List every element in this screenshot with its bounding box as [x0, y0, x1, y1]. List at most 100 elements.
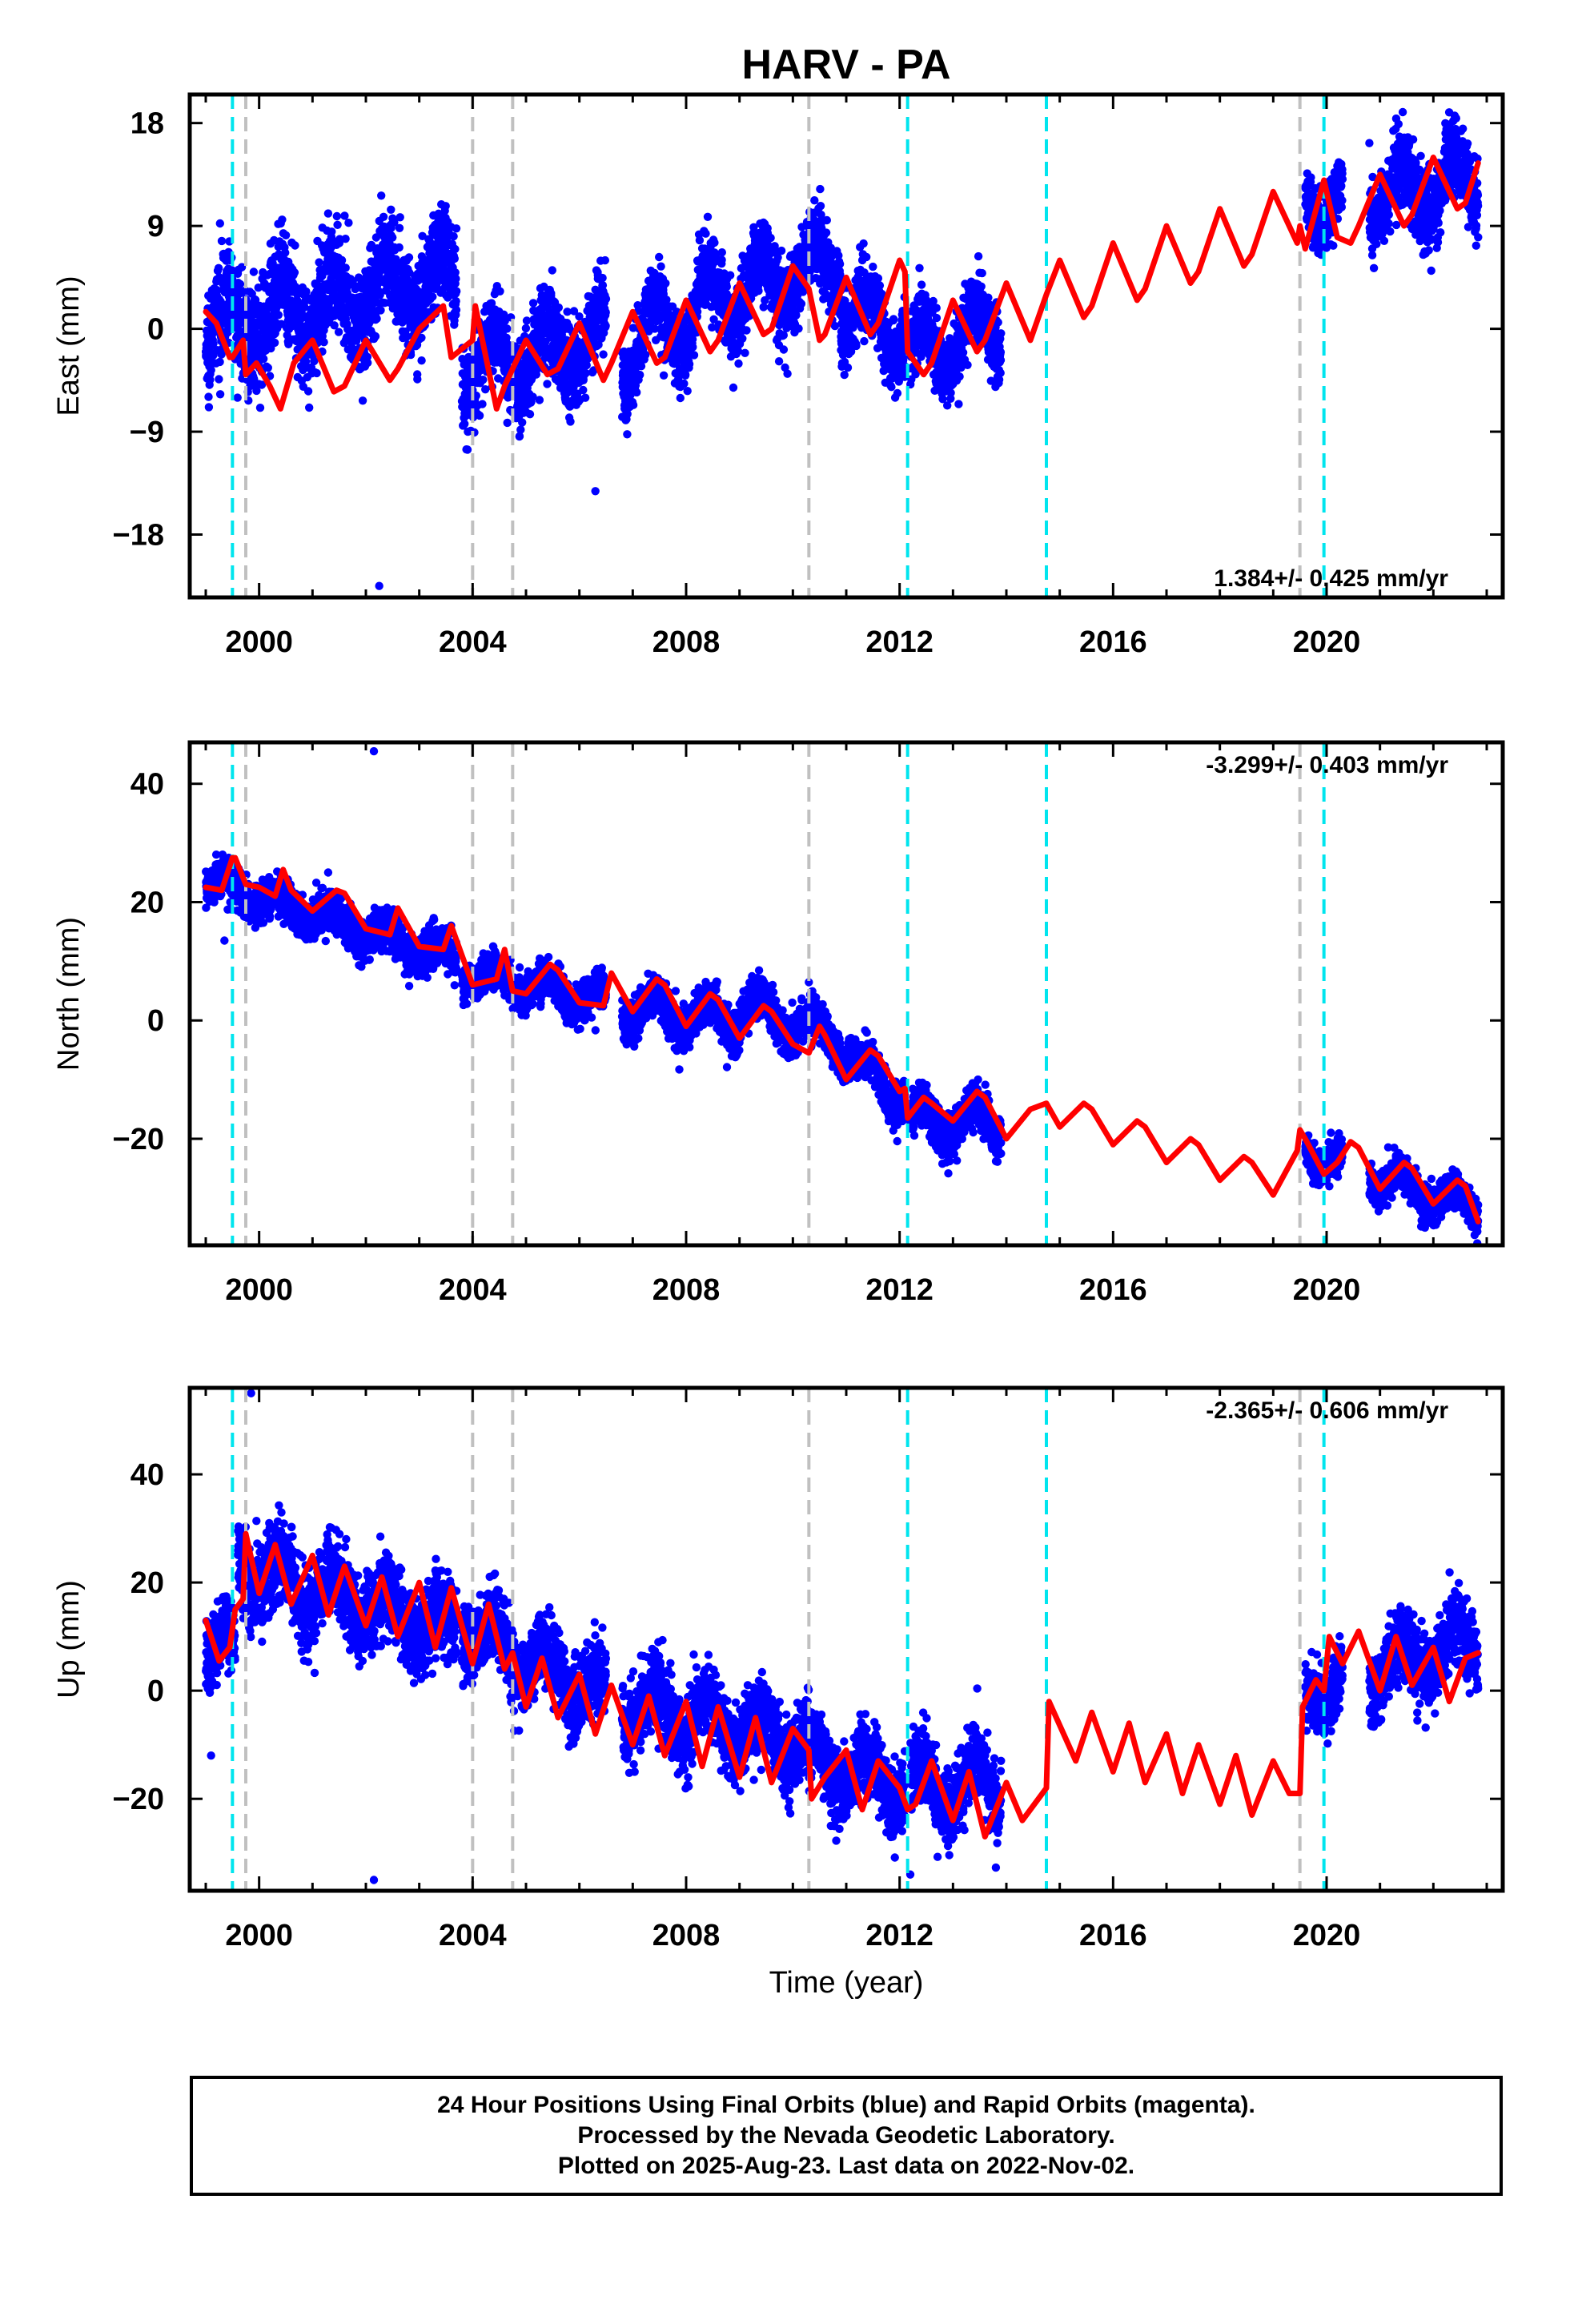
data-point [451, 244, 460, 254]
data-point [323, 209, 333, 218]
data-point [525, 410, 535, 419]
data-point [528, 392, 537, 401]
data-point [917, 280, 926, 289]
data-point [688, 335, 697, 344]
data-point [387, 205, 396, 214]
data-point [774, 357, 784, 366]
data-point [452, 287, 461, 296]
data-point [601, 308, 610, 317]
data-point [695, 235, 705, 245]
data-point [932, 313, 942, 323]
data-point [946, 394, 955, 403]
data-point [417, 356, 426, 365]
data-point [263, 364, 272, 372]
data-point [371, 233, 381, 242]
data-point [703, 212, 713, 221]
data-point [503, 418, 512, 428]
data-point [963, 360, 972, 369]
data-point [358, 396, 367, 405]
data-point [428, 292, 437, 301]
data-point [623, 409, 632, 419]
data-point [792, 311, 801, 320]
data-point [777, 246, 786, 255]
data-point [209, 340, 218, 348]
data-point [575, 312, 584, 321]
data-point [274, 311, 283, 320]
data-point [779, 345, 789, 354]
data-point [404, 253, 414, 262]
data-point [683, 387, 692, 396]
data-point [516, 425, 525, 434]
data-point [600, 255, 609, 265]
data-point [372, 314, 381, 324]
data-point [893, 388, 902, 398]
data-point [254, 283, 263, 292]
data-point [771, 246, 780, 255]
data-point [932, 304, 941, 312]
data-point [310, 356, 319, 366]
data-point [875, 281, 885, 290]
data-point [204, 403, 214, 412]
data-point [632, 388, 641, 397]
data-point [938, 395, 947, 404]
data-point [441, 202, 450, 211]
data-point [599, 350, 608, 359]
data-point [302, 287, 311, 296]
data-point [337, 255, 347, 265]
data-point [794, 324, 803, 333]
data-point [449, 231, 458, 241]
data-point [515, 432, 524, 440]
data-point [873, 274, 883, 283]
data-point [300, 303, 309, 312]
data-point [291, 241, 299, 250]
data-point [843, 363, 853, 372]
data-point [710, 238, 719, 247]
data-point [233, 393, 242, 402]
data-point [726, 271, 735, 279]
data-point [911, 370, 920, 379]
data-point [636, 362, 646, 371]
data-point [954, 400, 963, 408]
data-point [319, 338, 328, 347]
data-point [859, 239, 868, 248]
data-point [915, 263, 924, 272]
data-point [204, 392, 213, 401]
data-point [278, 215, 287, 224]
data-point [822, 215, 832, 225]
data-point [217, 236, 227, 246]
data-point [363, 358, 372, 368]
data-point [417, 333, 426, 342]
data-point [894, 377, 904, 386]
data-point [641, 350, 650, 360]
data-point [522, 316, 532, 325]
data-point [958, 348, 968, 357]
data-point [846, 347, 856, 356]
data-point [708, 323, 717, 332]
data-point [711, 251, 721, 261]
data-point [475, 411, 484, 420]
data-point [334, 328, 343, 336]
data-point [375, 291, 384, 300]
data-point [478, 400, 487, 408]
data-point [783, 369, 792, 378]
data-point [563, 308, 572, 316]
chart-title: HARV - PA [742, 42, 951, 88]
data-point [636, 370, 644, 380]
data-point [816, 184, 825, 194]
data-point [598, 281, 608, 290]
data-point [830, 321, 840, 331]
data-point [869, 262, 877, 271]
data-point [601, 321, 610, 331]
data-point [452, 224, 461, 233]
data-point [390, 218, 399, 227]
data-point [305, 403, 314, 412]
data-point [215, 390, 225, 399]
data-point [376, 306, 385, 315]
data-point [344, 219, 353, 227]
data-point [685, 360, 694, 368]
data-point [303, 387, 313, 396]
data-point [579, 385, 588, 395]
